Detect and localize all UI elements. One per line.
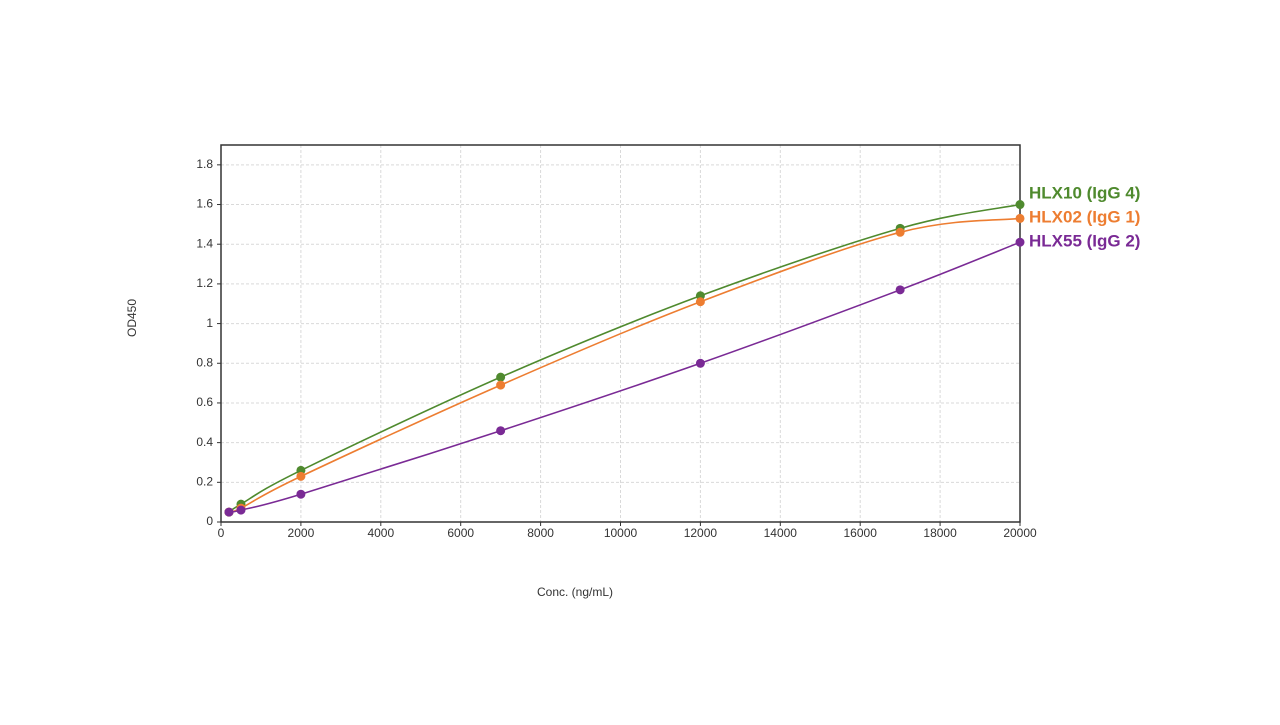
data-point <box>224 507 234 517</box>
data-point <box>1015 237 1025 247</box>
legend-label: HLX10 (IgG 4) <box>1029 183 1140 202</box>
y-tick-label: 0.8 <box>196 355 213 369</box>
x-tick-label: 20000 <box>1003 526 1037 540</box>
y-tick-label: 0.2 <box>196 474 213 488</box>
y-tick-label: 1.4 <box>196 236 213 250</box>
x-tick-label: 12000 <box>684 526 718 540</box>
x-axis-label: Conc. (ng/mL) <box>537 585 613 599</box>
legend-label: HLX55 (IgG 2) <box>1029 231 1140 250</box>
y-tick-label: 1.2 <box>196 276 213 290</box>
data-point <box>296 471 306 481</box>
data-point <box>695 297 705 307</box>
x-tick-label: 0 <box>218 526 225 540</box>
data-point <box>236 505 246 515</box>
x-tick-label: 2000 <box>288 526 315 540</box>
data-point <box>496 372 506 382</box>
y-tick-label: 1.8 <box>196 157 213 171</box>
y-tick-label: 0.6 <box>196 395 213 409</box>
y-tick-label: 1 <box>206 316 213 330</box>
x-tick-label: 14000 <box>764 526 798 540</box>
data-point <box>496 426 506 436</box>
data-point <box>895 227 905 237</box>
data-point <box>895 285 905 295</box>
y-tick-label: 0 <box>206 514 213 528</box>
x-tick-label: 10000 <box>604 526 638 540</box>
x-tick-label: 4000 <box>367 526 394 540</box>
data-point <box>496 380 506 390</box>
data-point <box>695 358 705 368</box>
legend-label: HLX02 (IgG 1) <box>1029 207 1140 226</box>
x-tick-label: 18000 <box>923 526 957 540</box>
x-tick-label: 16000 <box>844 526 878 540</box>
y-tick-label: 0.4 <box>196 435 213 449</box>
data-point <box>296 489 306 499</box>
data-point <box>1015 200 1025 210</box>
data-point <box>1015 213 1025 223</box>
y-axis-label: OD450 <box>125 299 139 337</box>
y-tick-label: 1.6 <box>196 197 213 211</box>
x-tick-label: 8000 <box>527 526 554 540</box>
x-tick-label: 6000 <box>447 526 474 540</box>
plot-frame <box>220 144 1021 523</box>
